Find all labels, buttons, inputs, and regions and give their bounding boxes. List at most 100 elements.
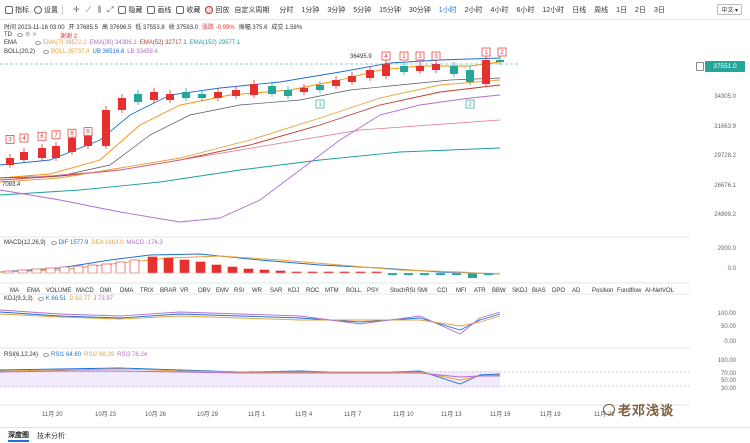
kdj-d-line xyxy=(0,313,501,327)
language-select[interactable]: 中文 ▾ xyxy=(717,4,742,15)
td-marker-label: 9 xyxy=(86,130,90,136)
indicator-tab[interactable]: OBV xyxy=(198,287,211,294)
indicator-tab[interactable]: MTM xyxy=(325,287,339,294)
boll-overlay-row[interactable]: BOLL(20,2) BOLL 35737.8 UB 36516.8 LB 33… xyxy=(4,49,158,55)
period-tab[interactable]: 1日 xyxy=(616,6,628,14)
tab-technical[interactable]: 技术分析 xyxy=(37,432,65,440)
indicator-tab[interactable]: DMA xyxy=(120,287,134,294)
hide-button[interactable]: 隐藏 xyxy=(118,2,142,18)
period-tab[interactable]: 5分钟 xyxy=(353,6,372,14)
period-tab[interactable]: 12小时 xyxy=(542,6,565,14)
price-lock-icon[interactable] xyxy=(696,62,704,71)
period-tab[interactable]: 4小时 xyxy=(490,6,509,14)
eye-icon[interactable] xyxy=(43,353,50,357)
td-marker xyxy=(5,135,15,144)
indicator-tab[interactable]: WR xyxy=(252,287,262,294)
indicator-tab[interactable]: SAR xyxy=(270,287,283,294)
date-label: 11月 13 xyxy=(441,412,462,418)
eye-icon[interactable] xyxy=(50,241,57,245)
indicator-tab[interactable]: SMI xyxy=(417,287,428,294)
indicator-tab[interactable]: DMI xyxy=(100,287,111,294)
period-tab[interactable]: 30分钟 xyxy=(408,6,431,14)
ema-overlay-row[interactable]: EMA EMA(7) 36572.2 EMA(30) 34386.1 EMA(5… xyxy=(4,40,241,46)
period-tab[interactable]: 1小时 xyxy=(438,6,457,14)
candle-body xyxy=(166,94,174,100)
indicator-tab[interactable]: BBW xyxy=(492,287,506,294)
period-tab[interactable]: 分时 xyxy=(279,6,294,14)
candle-body xyxy=(300,88,308,92)
indicator-tab[interactable]: ATR xyxy=(474,287,486,294)
indicator-tab[interactable]: VOLUME xyxy=(46,287,72,294)
indicator-tab[interactable]: MFI xyxy=(456,287,467,294)
candle-body xyxy=(348,76,356,82)
indicator-tab[interactable]: BOLL xyxy=(346,287,362,294)
candle-body xyxy=(232,90,240,96)
custom-period-button[interactable]: 自定义周期 xyxy=(234,6,270,14)
indicator-tab[interactable]: AI-NetVOL xyxy=(645,287,675,294)
candle-body xyxy=(182,92,190,98)
td-marker xyxy=(67,128,77,138)
indicator-tab[interactable]: Fundflow xyxy=(617,287,642,294)
indicator-tab[interactable]: DPO xyxy=(552,287,566,294)
indicator-tab[interactable]: ROC xyxy=(306,287,320,294)
pen-icon[interactable]: ⟋ xyxy=(85,4,92,14)
eye-icon[interactable] xyxy=(17,32,23,37)
info-close: 收 37593.0 xyxy=(168,25,199,31)
tab-depth[interactable]: 深度图 xyxy=(8,430,29,442)
settings-button[interactable]: 设置 xyxy=(34,2,58,18)
rsi-band xyxy=(0,371,500,388)
indicator-tab[interactable]: EMA xyxy=(27,287,41,294)
period-tab[interactable]: 2小时 xyxy=(464,6,483,14)
indicator-tab[interactable]: AD xyxy=(572,287,581,294)
indicator-tab[interactable]: CCI xyxy=(437,287,448,294)
candle-body xyxy=(482,60,490,84)
date-label: 11月 20 xyxy=(42,412,63,418)
indicator-tab[interactable]: TRIX xyxy=(140,287,154,294)
top-toolbar: 指标 设置 ✛ ⟋ ⫼ ⤢ 隐藏 画线 收藏 回放 自定义周期 分时 1分钟 3分钟… xyxy=(0,0,750,20)
replay-button[interactable]: 回放 xyxy=(205,2,229,18)
indicator-tab[interactable]: StochRSI xyxy=(390,287,416,294)
indicator-tab[interactable]: VR xyxy=(180,287,189,294)
period-tab[interactable]: 15分钟 xyxy=(379,6,401,14)
lines-icon[interactable]: ⫼ xyxy=(97,4,101,14)
trend-icon[interactable]: ⤢ xyxy=(107,4,114,14)
favorite-button[interactable]: 收藏 xyxy=(176,2,200,18)
macd-label-row: MACD(12,26,9) DIF 1577.9 DEA 1663.0 MACD… xyxy=(4,240,163,246)
indicator-tab[interactable]: PSY xyxy=(367,287,380,294)
period-tab[interactable]: 周线 xyxy=(594,6,609,14)
eye-icon[interactable] xyxy=(35,41,41,45)
crosshair-icon[interactable]: ✛ xyxy=(73,5,80,14)
td-marker-label: 3 xyxy=(8,137,12,143)
macd-bar xyxy=(115,261,126,274)
date-label: 11月 19 xyxy=(540,412,561,418)
indicator-tab[interactable]: Position xyxy=(592,287,614,294)
candle-body xyxy=(284,90,292,96)
eye-icon[interactable] xyxy=(43,50,49,54)
period-tab[interactable]: 2日 xyxy=(635,6,646,14)
td-overlay-row[interactable]: TD ⚙ ✕ xyxy=(4,31,38,39)
indicator-tab[interactable]: BRAR xyxy=(160,287,177,294)
td-marker xyxy=(465,99,475,109)
period-tab[interactable]: 3日 xyxy=(653,6,665,14)
indicator-tab[interactable]: SKDJ xyxy=(512,287,528,294)
indicator-tab[interactable]: MA xyxy=(10,287,19,294)
period-tab[interactable]: 6小时 xyxy=(516,6,535,14)
indicator-tab[interactable]: BIAS xyxy=(532,287,546,294)
eye-icon[interactable] xyxy=(37,297,44,301)
candle-body xyxy=(38,148,46,158)
indicator-tab[interactable]: KDJ xyxy=(288,287,300,294)
indicator-button[interactable]: 指标 xyxy=(5,2,29,18)
indicator-tab[interactable]: RSI xyxy=(234,287,245,294)
indicator-tab[interactable]: MACD xyxy=(76,287,94,294)
macd-bar xyxy=(73,265,84,274)
period-tab[interactable]: 3分钟 xyxy=(327,6,346,14)
draw-line-button[interactable]: 画线 xyxy=(147,2,171,18)
date-axis: 11月 20 10月 23 10月 26 10月 29 11月 1 11月 4 11月 7 1… xyxy=(0,409,720,418)
indicator-tab[interactable]: EMV xyxy=(216,287,230,294)
period-tab[interactable]: 1分钟 xyxy=(301,6,320,14)
current-price-tag: 37551.0 xyxy=(705,61,745,72)
td-marker-label: 2 xyxy=(468,102,472,108)
period-tab[interactable]: 日线 xyxy=(572,6,587,14)
